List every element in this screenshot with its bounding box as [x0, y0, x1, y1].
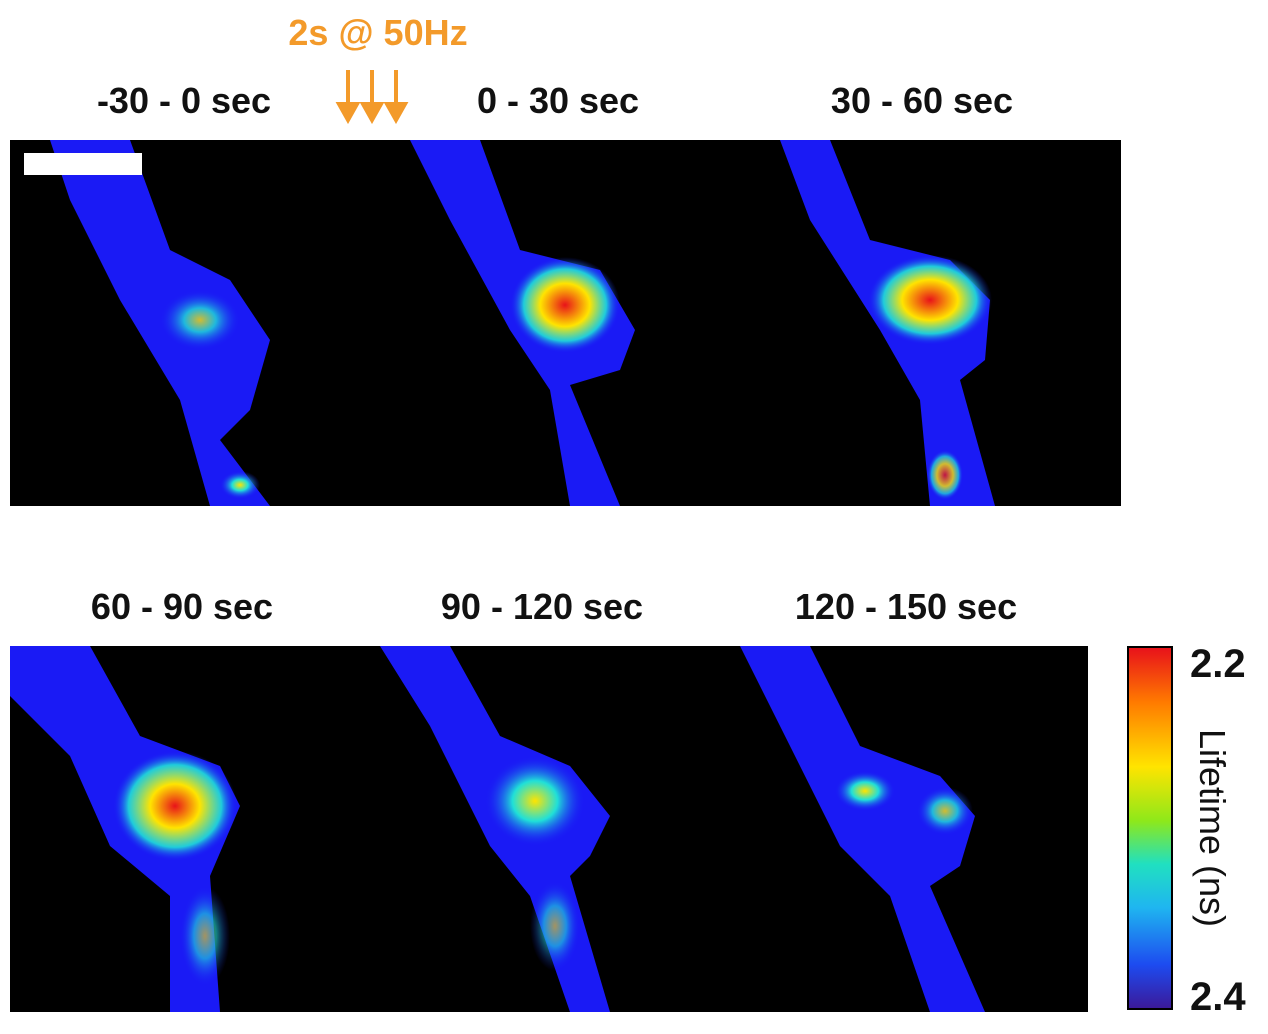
stimulus-label: 2s @ 50Hz [288, 12, 468, 53]
panel-title-5: 90 - 120 sec [440, 586, 644, 627]
cell-frame-2 [410, 140, 635, 506]
stimulus-arrows-icon [335, 70, 409, 124]
cell-frame-3 [780, 140, 995, 506]
colorbar-top-value: 2.2 [1190, 642, 1246, 686]
cell-frame-1 [50, 140, 270, 506]
colorbar-bottom-value: 2.4 [1190, 975, 1246, 1019]
panel-title-4: 60 - 90 sec [90, 586, 274, 627]
panel-title-3: 30 - 60 sec [830, 80, 1014, 121]
panel-title-1: -30 - 0 sec [96, 80, 272, 121]
flim-image-top-row [10, 140, 1121, 506]
lifetime-colorbar [1127, 646, 1173, 1010]
flim-image-bottom-row [10, 646, 1088, 1012]
cell-frame-4 [10, 646, 240, 1012]
colorbar-title: Lifetime (ns) [1192, 728, 1233, 928]
panel-title-6: 120 - 150 sec [794, 586, 1018, 627]
cell-frame-5 [380, 646, 610, 1012]
panel-title-2: 0 - 30 sec [476, 80, 640, 121]
cell-frame-6 [740, 646, 985, 1012]
scale-bar [24, 153, 142, 175]
